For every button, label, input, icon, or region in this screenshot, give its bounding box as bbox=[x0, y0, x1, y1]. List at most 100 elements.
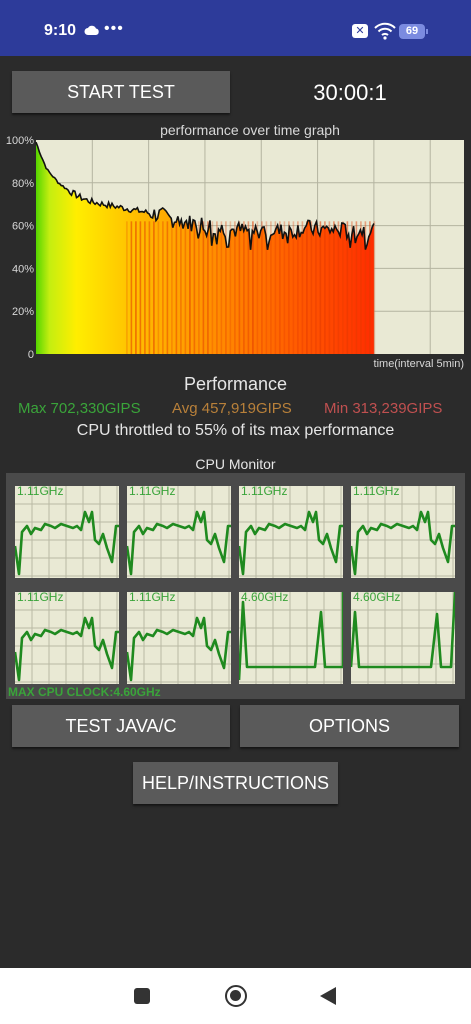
bar-stripe bbox=[369, 221, 371, 355]
bar-stripe bbox=[364, 221, 367, 355]
bar-stripe bbox=[243, 221, 245, 355]
bar-stripe bbox=[306, 221, 308, 355]
bar-stripe bbox=[342, 221, 344, 355]
bar-stripe bbox=[157, 221, 160, 355]
bar-stripe bbox=[153, 221, 155, 355]
wifi-icon bbox=[374, 22, 396, 40]
core-frequency: 1.11GHz bbox=[17, 590, 64, 604]
bar-stripe bbox=[247, 221, 250, 355]
core-frequency: 1.11GHz bbox=[353, 484, 400, 498]
bar-stripe bbox=[270, 221, 272, 355]
y-tick-label: 100% bbox=[6, 135, 34, 147]
core-usage-line bbox=[351, 510, 455, 576]
cpu-core-graph: 1.11GHz bbox=[127, 590, 231, 684]
bar-stripe bbox=[261, 221, 263, 355]
bar-stripe bbox=[234, 221, 236, 355]
cpu-core-graph: 1.11GHz bbox=[351, 484, 455, 578]
status-bar: 9:10 ••• ✕ 69 bbox=[0, 0, 471, 56]
cpu-monitor-panel: 1.11GHz 1.11GHz 1.11GHz 1.11GHz 1.11GHz … bbox=[6, 473, 465, 699]
bar-stripe bbox=[310, 221, 313, 355]
core-usage-line bbox=[127, 510, 231, 576]
bar-stripe bbox=[360, 221, 362, 355]
core-frequency: 1.11GHz bbox=[129, 484, 176, 498]
bar-stripe bbox=[193, 221, 196, 355]
recent-apps-icon[interactable] bbox=[134, 988, 150, 1004]
performance-title: Performance bbox=[183, 374, 288, 394]
sim-icon: ✕ bbox=[352, 24, 368, 38]
home-icon[interactable] bbox=[225, 985, 247, 1007]
navigation-bar bbox=[0, 968, 471, 1024]
graph-title: performance over time graph bbox=[160, 122, 340, 138]
battery-icon: 69 bbox=[399, 24, 428, 39]
max-cpu-clock: MAX CPU CLOCK:4.60GHz bbox=[8, 685, 161, 699]
bar-stripe bbox=[189, 221, 191, 355]
bar-stripe bbox=[207, 221, 209, 355]
bar-stripe bbox=[180, 221, 182, 355]
cpu-core-graph: 4.60GHz bbox=[351, 590, 455, 684]
cpu-core-graph: 4.60GHz bbox=[239, 590, 343, 684]
bar-stripe bbox=[126, 221, 128, 355]
core-usage-line bbox=[127, 616, 231, 682]
y-tick-label: 40% bbox=[12, 263, 34, 275]
cpu-core-graph: 1.11GHz bbox=[239, 484, 343, 578]
bar-stripe bbox=[256, 221, 259, 355]
bar-stripe bbox=[301, 221, 304, 355]
performance-line bbox=[35, 141, 375, 250]
core-frequency: 4.60GHz bbox=[353, 590, 401, 604]
bar-stripe bbox=[324, 221, 326, 355]
bar-stripe bbox=[292, 221, 295, 355]
time-axis-label: time(interval 5min) bbox=[374, 358, 464, 370]
bar-stripe bbox=[148, 221, 151, 355]
bar-stripe bbox=[373, 221, 376, 355]
y-tick-label: 20% bbox=[12, 306, 34, 318]
bar-stripe bbox=[346, 221, 349, 355]
test-timer: 30:00:1 bbox=[313, 80, 387, 105]
avg-performance: Avg 457,919GIPS bbox=[172, 400, 292, 417]
core-frequency: 1.11GHz bbox=[17, 484, 64, 498]
y-tick-label: 80% bbox=[12, 178, 34, 190]
help-instructions-button[interactable]: HELP/INSTRUCTIONS bbox=[133, 762, 338, 804]
y-tick-label: 60% bbox=[12, 221, 34, 233]
bar-stripe bbox=[297, 221, 299, 355]
bar-stripe bbox=[328, 221, 331, 355]
core-usage-line bbox=[15, 510, 119, 576]
bar-stripe bbox=[225, 221, 227, 355]
start-test-button[interactable]: START TEST bbox=[12, 71, 230, 113]
test-java-c-button[interactable]: TEST JAVA/C bbox=[12, 705, 230, 747]
bar-stripe bbox=[337, 221, 340, 355]
bar-stripe bbox=[229, 221, 232, 355]
bar-stripe bbox=[130, 221, 133, 355]
bar-stripe bbox=[265, 221, 268, 355]
bar-stripe bbox=[252, 221, 254, 355]
cpu-core-graph: 1.11GHz bbox=[15, 484, 119, 578]
performance-area bbox=[36, 142, 374, 354]
bar-stripe bbox=[184, 221, 187, 355]
bar-stripe bbox=[238, 221, 241, 355]
bar-stripe bbox=[211, 221, 214, 355]
core-usage-line bbox=[239, 592, 343, 681]
options-button[interactable]: OPTIONS bbox=[240, 705, 459, 747]
bar-stripe bbox=[319, 221, 322, 355]
bar-stripe bbox=[216, 221, 218, 355]
performance-graph: 100% 80% 60% 40% 20% 0 time(interval 5min) bbox=[6, 135, 464, 370]
bar-stripe bbox=[139, 221, 142, 355]
core-usage-line bbox=[239, 510, 343, 576]
bar-stripe bbox=[175, 221, 178, 355]
max-performance: Max 702,330GIPS bbox=[18, 400, 141, 417]
bar-stripe bbox=[171, 221, 173, 355]
cpu-monitor-title: CPU Monitor bbox=[195, 456, 276, 472]
bar-stripe bbox=[274, 221, 277, 355]
bar-stripe bbox=[220, 221, 223, 355]
back-icon[interactable] bbox=[320, 987, 336, 1005]
core-usage-line bbox=[351, 592, 455, 669]
min-performance: Min 313,239GIPS bbox=[324, 400, 443, 417]
bar-stripe bbox=[283, 221, 286, 355]
graph-stripes bbox=[126, 221, 376, 355]
bar-stripe bbox=[333, 221, 335, 355]
y-tick-label: 0 bbox=[28, 349, 34, 361]
bar-stripe bbox=[135, 221, 137, 355]
core-frequency: 1.11GHz bbox=[129, 590, 176, 604]
status-dots: ••• bbox=[104, 20, 124, 37]
bar-stripe bbox=[162, 221, 164, 355]
core-usage-line bbox=[15, 616, 119, 682]
